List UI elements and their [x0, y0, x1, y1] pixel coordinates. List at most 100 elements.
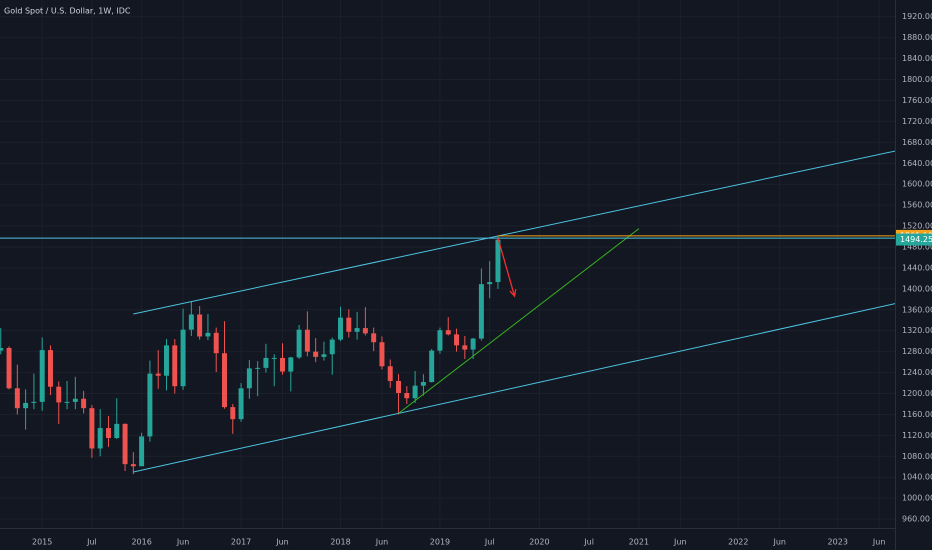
candle-body: [495, 239, 501, 283]
x-tick-label: 2015: [32, 538, 52, 547]
x-tick-label: Jun: [772, 538, 786, 547]
candle-body: [97, 428, 103, 449]
y-tick-label: 1520.00: [902, 222, 932, 231]
x-tick-label: Jul: [86, 538, 97, 547]
trend-line: [398, 228, 640, 414]
candle-body: [379, 342, 385, 367]
candle-body: [445, 330, 451, 335]
candle-body: [139, 436, 145, 467]
arrow-line: [497, 237, 516, 297]
candle-body: [354, 328, 360, 332]
candle-body: [362, 328, 368, 334]
candle-body: [172, 345, 178, 387]
candle-body: [238, 388, 244, 420]
candle-body: [47, 350, 53, 387]
candle-body: [81, 398, 87, 409]
candle-body: [429, 350, 435, 383]
candle-body: [470, 338, 476, 350]
candle-body: [437, 330, 443, 351]
y-tick-label: 1880.00: [902, 33, 932, 42]
x-tick-label: 2021: [629, 538, 649, 547]
candle-body: [420, 382, 426, 386]
y-tick-label: 1440.00: [902, 263, 932, 272]
x-tick-label: 2023: [828, 538, 848, 547]
chart-title: Gold Spot / U.S. Dollar, 1W, IDC: [4, 7, 131, 16]
y-tick-label: 1200.00: [902, 389, 932, 398]
x-tick-label: Jun: [673, 538, 687, 547]
candle-body: [296, 329, 302, 358]
candle-body: [404, 392, 410, 399]
x-tick-label: 2019: [430, 538, 450, 547]
y-tick-label: 960.00: [902, 515, 930, 524]
y-tick-label: 1600.00: [902, 180, 932, 189]
candle-body: [263, 357, 269, 368]
candle-body: [304, 329, 310, 352]
candle-body: [56, 386, 62, 403]
candle-body: [130, 464, 136, 467]
candle-body: [23, 402, 29, 409]
candle-body: [255, 367, 261, 369]
x-tick-label: 2018: [330, 538, 350, 547]
candle-body: [487, 282, 493, 285]
y-tick-label: 1320.00: [902, 326, 932, 335]
candle-body: [329, 339, 335, 355]
y-tick-label: 1400.00: [902, 284, 932, 293]
candle-body: [313, 351, 319, 357]
candle-body: [230, 407, 236, 420]
y-tick-label: 1680.00: [902, 138, 932, 147]
candle-body: [271, 357, 277, 359]
y-tick-label: 1720.00: [902, 117, 932, 126]
candle-body: [39, 350, 45, 402]
y-tick-label: 1480.00: [902, 242, 932, 251]
y-tick-label: 1800.00: [902, 75, 932, 84]
y-tick-label: 1840.00: [902, 54, 932, 63]
y-tick-label: 1360.00: [902, 305, 932, 314]
y-tick-label: 1040.00: [902, 473, 932, 482]
candle-body: [122, 423, 128, 465]
x-tick-label: Jun: [176, 538, 190, 547]
x-tick-label: Jun: [375, 538, 389, 547]
candle-body: [412, 385, 418, 399]
candle-body: [396, 380, 402, 393]
x-tick-label: 2016: [131, 538, 151, 547]
candle-body: [72, 398, 78, 402]
y-tick-label: 1560.00: [902, 201, 932, 210]
candle-body: [155, 373, 161, 376]
x-tick-label: 2020: [529, 538, 549, 547]
arrow-head: [509, 289, 517, 298]
trend-line: [133, 303, 895, 473]
x-tick-label: Jun: [872, 538, 886, 547]
candle-body: [280, 357, 285, 372]
candle-body: [105, 428, 111, 438]
candle-body: [64, 401, 70, 403]
x-tick-label: 2017: [231, 538, 251, 547]
y-tick-label: 1080.00: [902, 452, 932, 461]
candle-body: [478, 284, 484, 339]
candle-body: [288, 357, 294, 372]
candle-body: [14, 388, 20, 409]
x-tick-label: Jul: [484, 538, 495, 547]
candle-body: [114, 423, 120, 438]
x-tick-label: Jul: [583, 538, 594, 547]
candle-body: [213, 332, 219, 354]
y-tick-label: 1920.00: [902, 12, 932, 21]
price-label-box: [896, 233, 932, 246]
candle-body: [321, 354, 327, 357]
candle-body: [180, 329, 186, 387]
price-label: 1494.25: [900, 235, 932, 244]
candle-body: [188, 314, 194, 330]
candle-body: [454, 334, 460, 346]
candle-body: [89, 408, 95, 449]
y-tick-label: 1160.00: [902, 410, 932, 419]
candle-body: [222, 353, 227, 408]
candle-body: [346, 317, 352, 332]
candle-body: [205, 332, 211, 337]
x-tick-label: Jun: [275, 538, 289, 547]
candle-body: [31, 401, 37, 403]
y-tick-label: 1640.00: [902, 159, 932, 168]
candle-body: [462, 345, 468, 350]
candle-body: [197, 314, 203, 337]
y-tick-label: 1240.00: [902, 368, 932, 377]
